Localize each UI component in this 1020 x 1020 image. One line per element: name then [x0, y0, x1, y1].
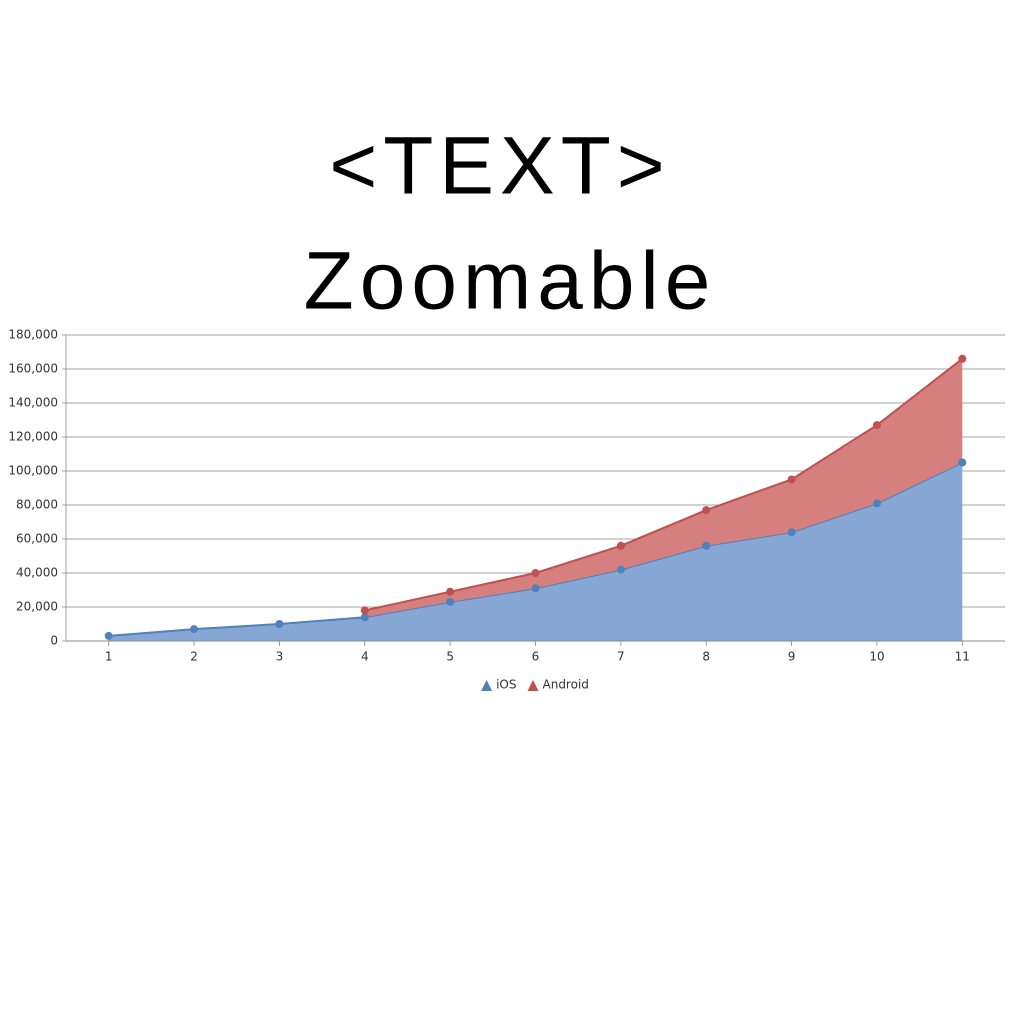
y-tick-label: 40,000 [16, 566, 58, 580]
y-tick-label: 20,000 [16, 600, 58, 614]
y-tick-label: 180,000 [8, 328, 58, 342]
point [872, 421, 881, 430]
x-tick-label: 4 [361, 650, 369, 664]
point [702, 506, 711, 515]
point [531, 584, 540, 593]
point [446, 597, 455, 606]
y-tick-label: 0 [50, 634, 58, 648]
legend-marker [527, 680, 539, 691]
area [364, 358, 963, 618]
point [104, 631, 113, 640]
point [958, 458, 967, 467]
point [616, 565, 625, 574]
x-tick-label: 2 [190, 650, 198, 664]
chart-subtitle: Zoomable [304, 236, 717, 327]
point [702, 541, 711, 550]
x-tick-label: 1 [105, 650, 113, 664]
point [872, 499, 881, 508]
point [275, 620, 284, 628]
point [446, 587, 455, 596]
x-tick-label: 10 [869, 650, 884, 664]
chart-title: <TEXT> [329, 121, 670, 212]
point [360, 613, 369, 622]
y-tick-label: 100,000 [8, 464, 58, 478]
y-tick-label: 60,000 [16, 532, 58, 546]
point [190, 625, 199, 634]
point [787, 528, 796, 537]
point [531, 569, 540, 577]
area [108, 462, 963, 641]
x-tick-label: 11 [955, 650, 970, 664]
x-tick-label: 9 [788, 650, 796, 664]
legend-label: Android [543, 678, 589, 692]
x-tick-label: 5 [446, 650, 454, 664]
point [787, 475, 796, 484]
x-tick-label: 8 [702, 650, 710, 664]
point [360, 606, 369, 615]
y-tick-label: 120,000 [8, 430, 58, 444]
legend-marker [481, 680, 493, 691]
y-tick-label: 160,000 [8, 362, 58, 376]
point [616, 541, 625, 550]
y-tick-label: 80,000 [16, 498, 58, 512]
point [958, 354, 967, 363]
x-tick-label: 7 [617, 650, 625, 664]
x-tick-label: 6 [532, 650, 540, 664]
legend-label: iOS [496, 678, 516, 692]
x-tick-label: 3 [276, 650, 284, 664]
y-tick-label: 140,000 [8, 396, 58, 410]
line [364, 358, 963, 612]
